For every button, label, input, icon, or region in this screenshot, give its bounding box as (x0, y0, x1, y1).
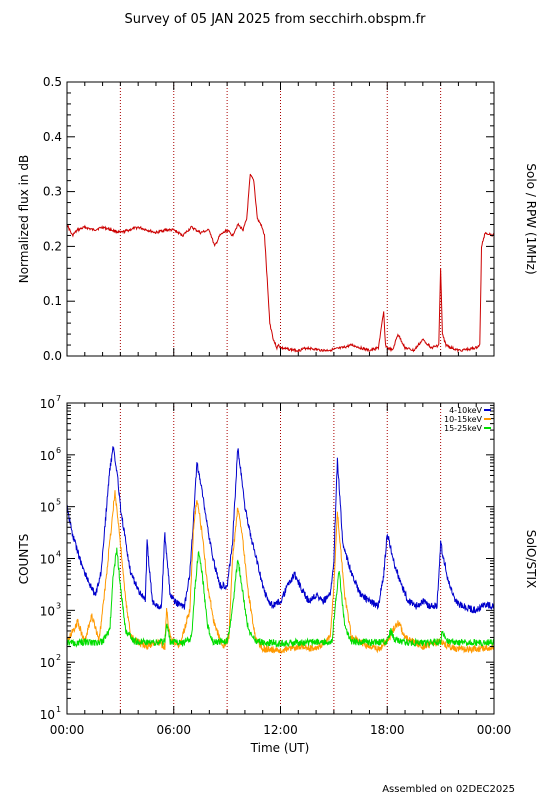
x-tick-label: 06:00 (156, 723, 191, 737)
x-tick-label: 00:00 (50, 723, 85, 737)
stix-series-line (66, 547, 495, 648)
stix-series (66, 446, 495, 654)
x-axis-label: Time (UT) (250, 741, 310, 755)
stix-series-line (66, 446, 495, 614)
x-tick-label: 00:00 (477, 723, 512, 737)
x-tick-label: 18:00 (370, 723, 405, 737)
rpw-flux-line (66, 173, 495, 353)
y-tick-exponent: 4 (56, 550, 61, 559)
y-tick-label: 0.0 (43, 349, 62, 363)
y-tick-label: 0.1 (43, 294, 62, 308)
legend-label: 15-25keV (444, 424, 483, 433)
y-tick-exponent: 7 (56, 394, 61, 403)
rpw-panel: 0.0 0.1 0.2 0.3 0.4 0.5 Normalized flux in dB… (17, 75, 538, 363)
y-tick-label: 0.2 (43, 239, 62, 253)
y-tick-label: 0.5 (43, 75, 62, 89)
y-tick-label: 10 (40, 397, 55, 411)
y-tick-label: 10 (40, 553, 55, 567)
figure-title: Survey of 05 JAN 2025 from secchirh.obsp… (125, 12, 427, 27)
y-tick-exponent: 5 (56, 498, 61, 507)
assembly-note: Assembled on 02DEC2025 (382, 784, 515, 795)
y-tick-label: 0.4 (43, 130, 62, 144)
rpw-axis-ticks: 0.0 0.1 0.2 0.3 0.4 0.5 (43, 75, 495, 363)
stix-right-label: SolO/STIX (524, 530, 538, 589)
stix-hour-lines (119, 403, 442, 714)
x-tick-label: 12:00 (263, 723, 298, 737)
y-tick-exponent: 1 (56, 705, 61, 714)
rpw-hour-lines (119, 82, 442, 356)
y-tick-label: 10 (40, 656, 55, 670)
y-tick-exponent: 3 (56, 601, 61, 610)
rpw-right-label: Solo / RPW (1MHz) (524, 163, 538, 274)
y-tick-label: 10 (40, 604, 55, 618)
stix-y-axis-label: COUNTS (17, 534, 31, 585)
legend-label: 10-15keV (444, 415, 483, 424)
y-tick-label: 10 (40, 449, 55, 463)
rpw-plot-frame (66, 81, 495, 357)
y-tick-label: 10 (40, 708, 55, 722)
legend-label: 4-10keV (449, 406, 482, 415)
y-tick-exponent: 2 (56, 653, 61, 662)
y-tick-exponent: 6 (56, 446, 61, 455)
y-tick-label: 10 (40, 501, 55, 515)
rpw-y-axis-label: Normalized flux in dB (17, 155, 31, 284)
y-tick-label: 0.3 (43, 185, 62, 199)
rpw-series (66, 173, 495, 353)
